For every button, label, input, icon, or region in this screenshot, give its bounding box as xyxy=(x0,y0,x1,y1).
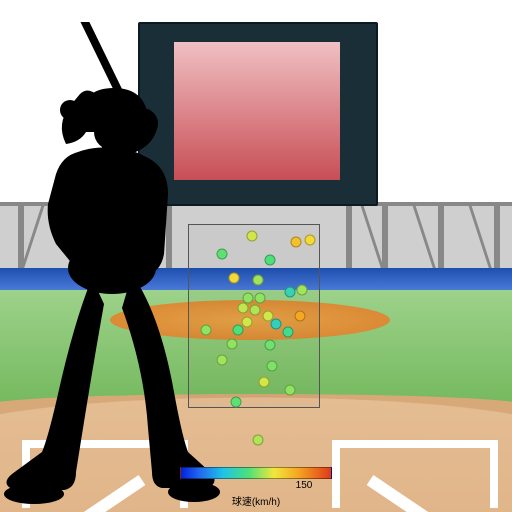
pitch-location-chart: 100 150 球速(km/h) xyxy=(0,0,512,512)
pitch-marker xyxy=(255,293,266,304)
pitch-marker xyxy=(250,305,261,316)
pitch-marker xyxy=(265,340,276,351)
velocity-legend: 100 150 球速(km/h) xyxy=(160,467,352,505)
pitch-marker xyxy=(305,235,316,246)
scoreboard-screen xyxy=(174,42,340,180)
pitch-marker xyxy=(295,311,306,322)
pitch-marker xyxy=(238,303,249,314)
pitch-marker xyxy=(297,285,308,296)
stands-pillar xyxy=(346,204,352,270)
stands-pillar xyxy=(494,204,500,270)
pitch-marker xyxy=(217,355,228,366)
legend-axis-label: 球速(km/h) xyxy=(160,493,352,508)
pitch-marker xyxy=(229,273,240,284)
pitch-marker xyxy=(231,397,242,408)
stands-pillar xyxy=(382,204,388,270)
legend-tick: 150 xyxy=(296,480,313,491)
pitch-marker xyxy=(285,287,296,298)
pitch-marker xyxy=(285,385,296,396)
pitch-marker xyxy=(201,325,212,336)
pitch-marker xyxy=(283,327,294,338)
stands-pillar xyxy=(438,204,444,270)
legend-ticks: 100 150 xyxy=(181,480,331,494)
batters-box-right xyxy=(332,440,498,508)
pitch-marker xyxy=(247,231,258,242)
scoreboard xyxy=(138,22,378,206)
pitch-marker xyxy=(253,435,264,446)
pitch-marker xyxy=(227,339,238,350)
pitch-marker xyxy=(265,255,276,266)
stands-pillar xyxy=(166,204,172,270)
pitch-marker xyxy=(233,325,244,336)
pitch-marker xyxy=(217,249,228,260)
pitch-marker xyxy=(267,361,278,372)
pitch-marker xyxy=(271,319,282,330)
pitch-marker xyxy=(253,275,264,286)
pitch-marker xyxy=(259,377,270,388)
legend-tick: 100 xyxy=(194,480,211,491)
legend-color-bar xyxy=(180,467,332,479)
pitch-marker xyxy=(242,317,253,328)
pitch-marker xyxy=(291,237,302,248)
